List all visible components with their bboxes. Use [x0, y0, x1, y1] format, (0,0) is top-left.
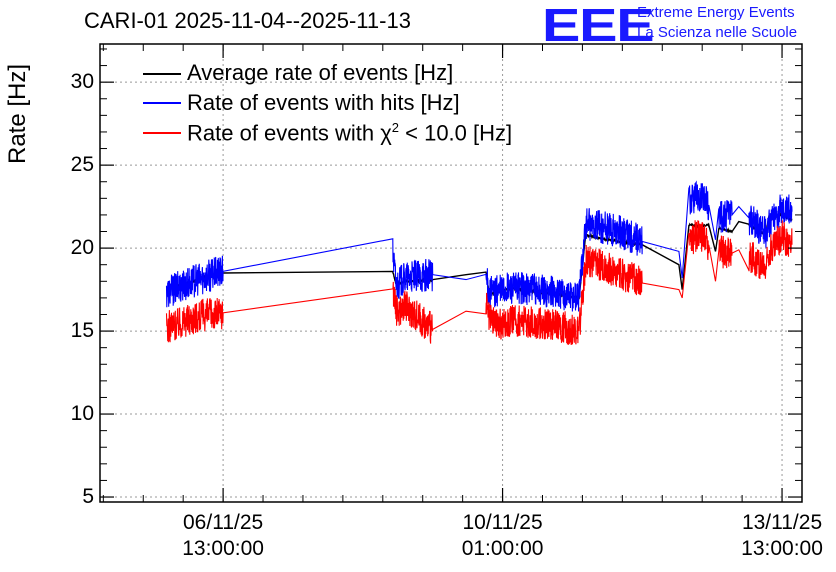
y-tick-label: 10	[70, 402, 94, 426]
legend-swatches	[143, 73, 181, 134]
y-tick-label: 30	[70, 70, 94, 94]
plot-frame	[99, 43, 803, 503]
brand-line-2: La Scienza nelle Scuole	[637, 24, 798, 41]
y-tick-label: 20	[70, 236, 94, 260]
eee-logo: EEE	[542, 0, 655, 51]
grid-lines	[100, 44, 802, 502]
series-line-1	[165, 180, 793, 312]
chart-title: CARI-01 2025-11-04--2025-11-13	[84, 8, 411, 33]
legend-entry-chi2: Rate of events with χ2 < 10.0 [Hz]	[187, 120, 513, 146]
y-axis-label: Rate [Hz]	[4, 63, 31, 164]
series-line-2	[165, 220, 793, 346]
x-tick-label: 13/11/25 13:00:00	[741, 511, 823, 560]
x-tick-label: 06/11/25 13:00:00	[182, 511, 264, 560]
series-group	[165, 180, 793, 346]
legend-entry-hits: Rate of events with hits [Hz]	[187, 90, 460, 115]
x-tick-label: 10/11/25 01:00:00	[461, 511, 544, 560]
axis-ticks	[100, 44, 802, 502]
y-tick-label: 15	[70, 319, 94, 343]
y-tick-label: 5	[82, 485, 94, 509]
legend-entry-average: Average rate of events [Hz]	[187, 60, 454, 85]
brand-line-1: Extreme Energy Events	[637, 4, 795, 21]
y-tick-label: 25	[70, 153, 94, 177]
